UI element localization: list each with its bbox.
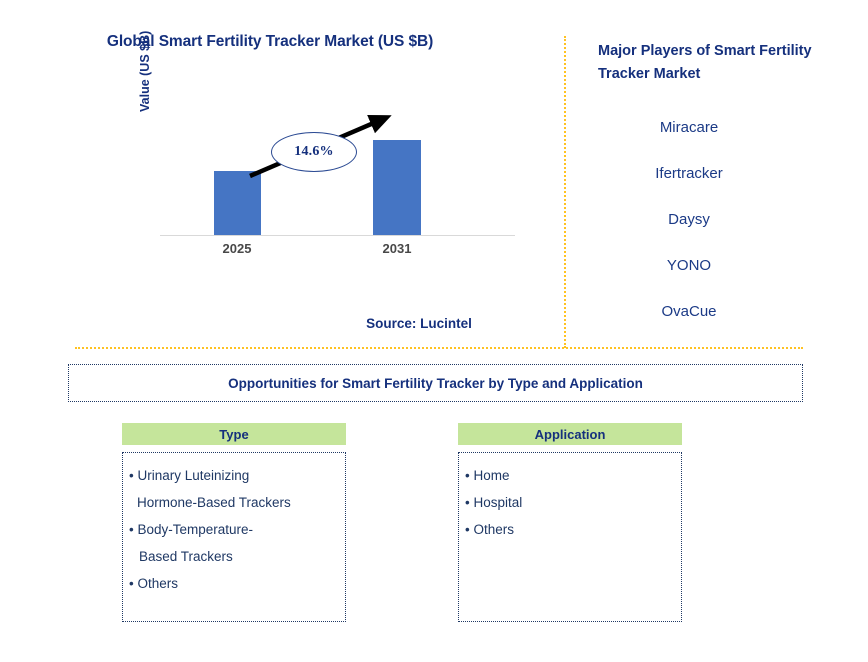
major-players-panel: Major Players of Smart Fertility Tracker… [565,0,868,348]
major-players-list: Miracare Ifertracker Daysy YONO OvaCue [565,110,813,340]
x-tick-label-2031: 2031 [382,241,412,256]
bar-2031 [373,140,421,235]
cagr-value: 14.6% [294,144,334,159]
application-column-header: Application [458,423,682,445]
chart-panel: Global Smart Fertility Tracker Market (U… [0,0,564,348]
list-item-continuation: Based Trackers [139,549,233,564]
bar-2025 [214,171,261,235]
list-item: Ifertracker [655,165,723,182]
type-column-header: Type [122,423,346,445]
cagr-bubble: 14.6% [271,132,357,172]
list-item: OvaCue [661,303,717,320]
type-column-body: Urinary Luteinizing Hormone-Based Tracke… [122,452,346,622]
x-axis-baseline [160,235,515,236]
list-item: Urinary Luteinizing [129,462,341,489]
opportunities-banner-text: Opportunities for Smart Fertility Tracke… [228,375,643,391]
opportunities-banner: Opportunities for Smart Fertility Tracke… [68,364,803,402]
list-item: Others [129,570,341,597]
vertical-divider [564,36,566,348]
list-item: Body-Temperature- [129,516,341,543]
application-column-body: Home Hospital Others [458,452,682,622]
type-list: Urinary Luteinizing Hormone-Based Tracke… [129,462,341,597]
major-players-heading: Major Players of Smart Fertility Tracker… [598,43,812,82]
list-item: YONO [666,257,712,274]
bar-chart-plot-area: Value (US $B) 2025 2031 14.6% [138,31,515,256]
x-tick-label-2025: 2025 [222,241,252,256]
list-item-continuation: Hormone-Based Trackers [137,495,291,510]
chart-title: Global Smart Fertility Tracker Market (U… [106,33,434,50]
list-item: Daysy [668,211,710,228]
application-list: Home Hospital Others [465,462,677,543]
list-item: Home [465,462,677,489]
list-item: Hospital [465,489,677,516]
y-axis-label: Value (US $B) [138,30,152,112]
source-label: Source: Lucintel [366,316,472,331]
list-item: Miracare [659,119,719,136]
list-item: Others [465,516,677,543]
horizontal-divider [75,347,803,349]
